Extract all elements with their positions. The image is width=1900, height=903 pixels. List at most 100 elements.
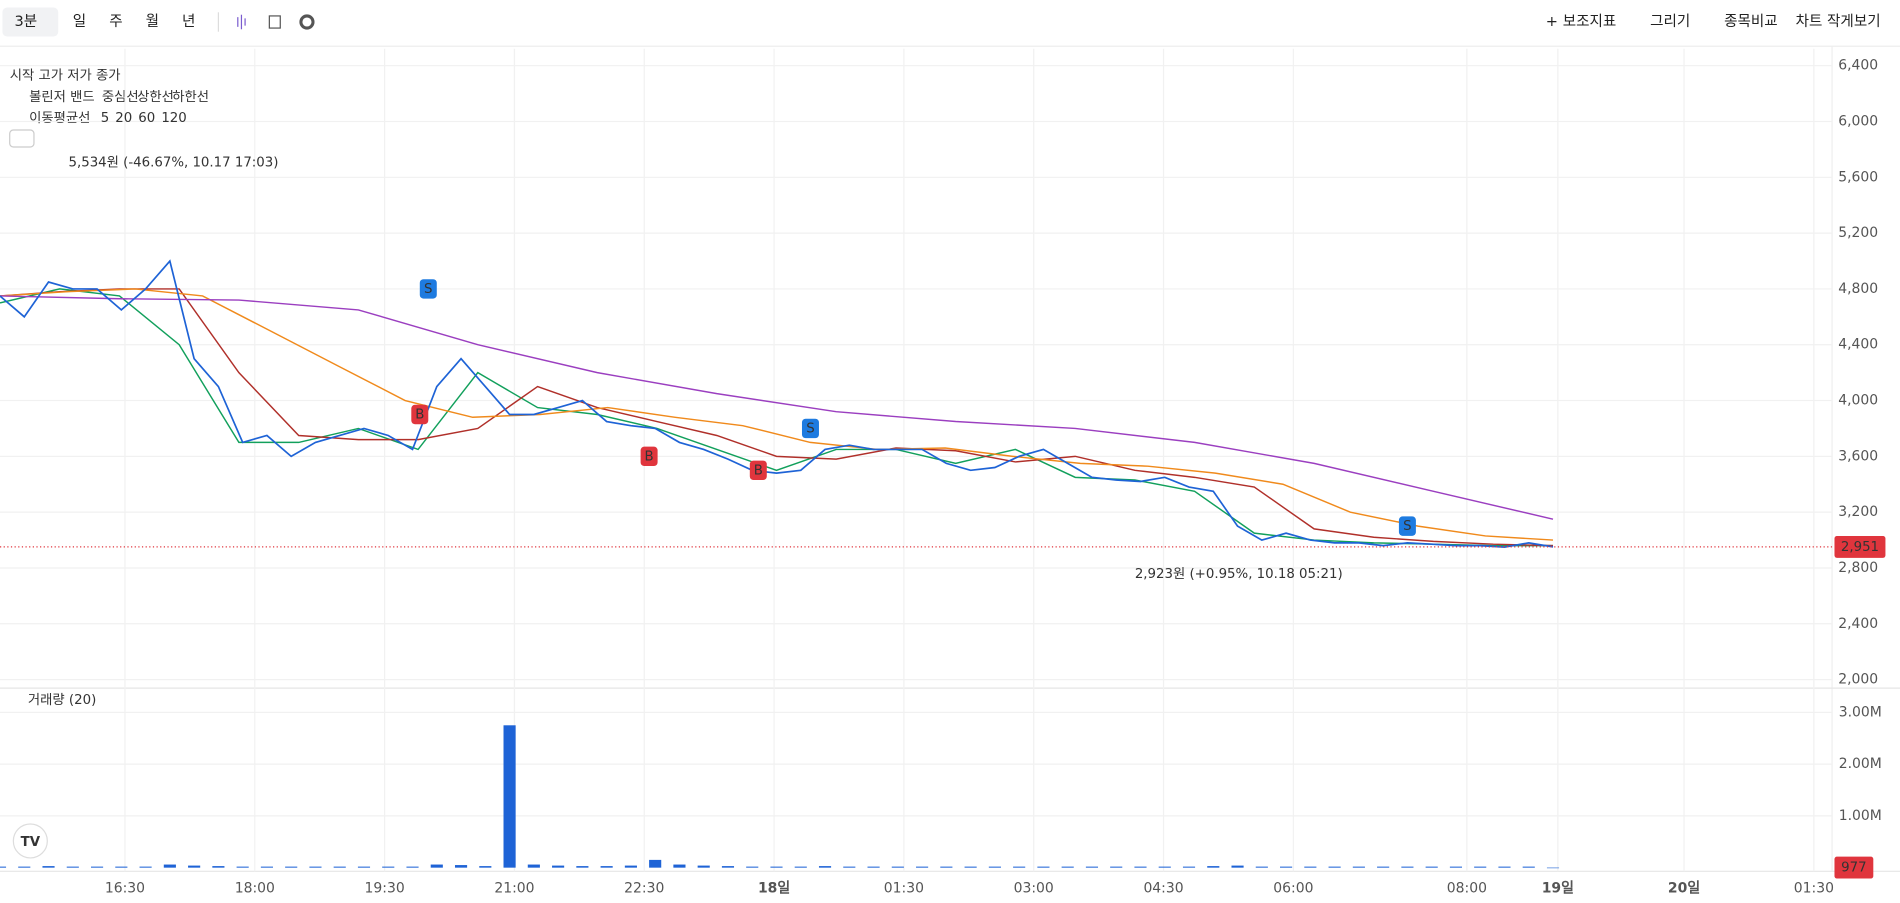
volume-bar (916, 866, 929, 868)
volume-bar (357, 866, 371, 868)
settings-icon[interactable] (299, 14, 315, 30)
y-tick-label: 2,400 (1838, 616, 1878, 632)
interval-button[interactable] (2, 7, 59, 37)
volume-bar (843, 866, 856, 868)
chart-type-icon[interactable] (237, 14, 246, 30)
volume-bar (115, 866, 128, 868)
volume-bar (212, 866, 225, 868)
y-tick-label: 3,200 (1838, 504, 1878, 520)
volume-bar (576, 866, 589, 868)
period[interactable]: 년 (182, 13, 195, 30)
y-tick-label: 4,400 (1838, 337, 1878, 353)
volume-bar (1037, 866, 1050, 868)
y-tick-label: 4,800 (1838, 281, 1878, 297)
logo-text: TV (21, 835, 41, 850)
plus-icon: + (1546, 13, 1558, 30)
volume-bar (721, 866, 735, 868)
trade-marker-label: S (1403, 519, 1411, 534)
trash-icon[interactable] (268, 15, 281, 29)
volume-bar (673, 864, 686, 868)
bollinger-line: 상한선 (137, 89, 174, 105)
volume-bar (1401, 866, 1414, 868)
volume-bar (1522, 866, 1535, 868)
x-tick-label: 22:30 (624, 880, 664, 896)
volume-bar (1255, 866, 1268, 868)
volume-bar (1013, 866, 1026, 868)
volume-bar (309, 866, 322, 868)
volume-bar (188, 865, 201, 868)
volume-bar (18, 866, 31, 868)
trade-marker-label: B (754, 463, 763, 478)
x-tick-label: 03:00 (1014, 880, 1054, 896)
volume-bar (1352, 866, 1365, 868)
volume-bar (818, 866, 832, 868)
compare-button[interactable]: 종목비교 (1724, 13, 1778, 30)
volume-bar (867, 866, 880, 868)
bollinger-legend: 볼린저 밴드 (29, 89, 95, 105)
period[interactable]: 주 (109, 13, 122, 30)
volume-bar (163, 864, 176, 868)
volume-bar (1182, 866, 1196, 868)
x-tick-label: 19일 (1542, 880, 1574, 896)
x-tick-label: 01:30 (1794, 880, 1834, 896)
volume-tag-label: 977 (1841, 861, 1866, 876)
y-tick-label: 2,800 (1838, 560, 1878, 576)
volume-bar (430, 864, 443, 868)
volume-bar (454, 865, 468, 868)
volume-bar (746, 866, 759, 868)
x-tick-label: 06:00 (1273, 880, 1313, 896)
volume-bar (794, 866, 807, 868)
volume-bar (1231, 865, 1244, 868)
volume-bar (382, 866, 395, 868)
volume-bar (697, 865, 710, 868)
period[interactable]: 일 (73, 13, 86, 30)
trade-marker-label: S (424, 282, 432, 297)
trade-marker-label: B (645, 449, 654, 464)
x-tick-label: 01:30 (884, 880, 924, 896)
volume-tag (1834, 856, 1874, 879)
volume-bar (1207, 866, 1220, 868)
volume-bar (285, 866, 298, 868)
volume-bar (1546, 867, 1560, 869)
volume-bar (0, 866, 7, 868)
indicator-button[interactable]: 보조지표 (1563, 13, 1617, 30)
volume-bar (1425, 866, 1438, 868)
volume-bar (1498, 866, 1511, 868)
x-tick-label: 18일 (758, 880, 790, 896)
trade-marker (419, 279, 437, 299)
trade-marker (411, 404, 429, 425)
volume-bar (1061, 866, 1074, 868)
y-tick-label: 4,000 (1838, 393, 1878, 409)
volume-bar (1304, 866, 1317, 868)
volume-bar (1280, 866, 1293, 868)
logo (12, 823, 48, 859)
volume-bar (940, 866, 953, 868)
volume-bar (624, 865, 637, 868)
price-line (0, 259, 1554, 548)
volume-bar (1328, 866, 1341, 868)
volume-bar (891, 866, 904, 868)
draw-button[interactable]: 그리기 (1650, 13, 1690, 30)
interval[interactable]: 3분 (15, 13, 38, 30)
minimize-button[interactable]: 차트 작게보기 (1796, 13, 1881, 30)
period[interactable]: 월 (146, 13, 159, 30)
volume-bar (770, 866, 783, 868)
volume-bar (1134, 866, 1147, 868)
volume-bar (649, 859, 662, 868)
y-tick-label: 2.00M (1839, 756, 1882, 772)
volume-bar (90, 866, 104, 868)
volume-legend: 거래량 (20) (28, 692, 96, 708)
volume-bar (600, 866, 613, 868)
collapse-button[interactable] (9, 129, 35, 148)
x-tick-label: 18:00 (235, 880, 275, 896)
legend-entry: 20 (115, 111, 132, 126)
volume-bar (1449, 866, 1463, 868)
volume-bar (1110, 866, 1123, 868)
y-tick-label: 3,600 (1838, 448, 1878, 464)
y-tick-label: 5,200 (1838, 225, 1878, 241)
trade-marker (749, 460, 767, 481)
bollinger-line: 하한선 (172, 89, 209, 105)
x-tick-label: 20일 (1668, 880, 1700, 896)
